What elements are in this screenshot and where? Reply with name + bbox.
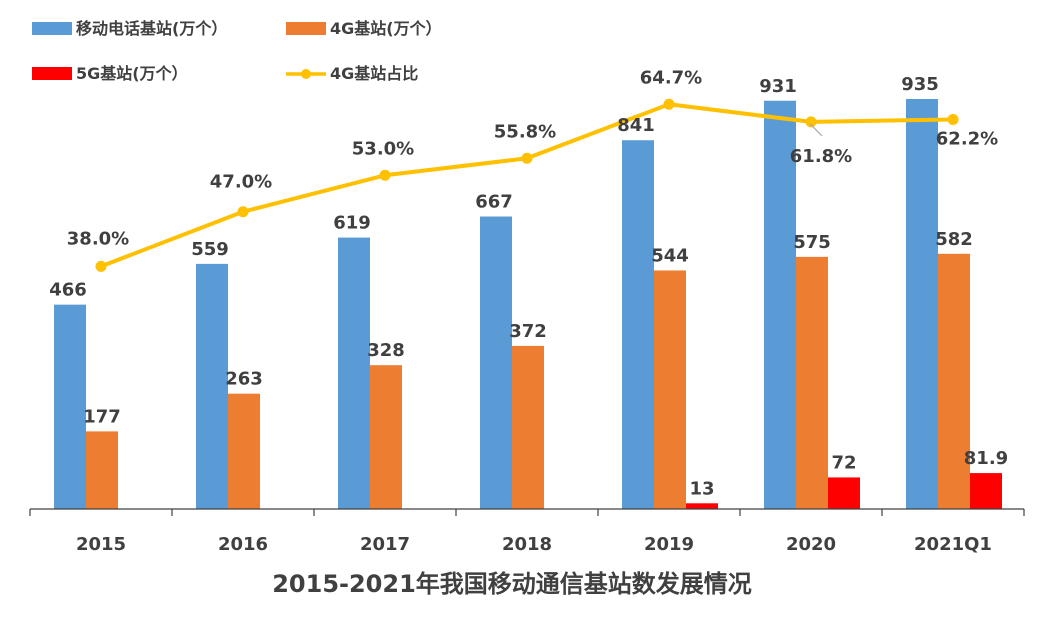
label-4g-2017: 328 xyxy=(367,340,405,361)
bar-4g-2020 xyxy=(796,256,828,509)
point-4g-share-2018 xyxy=(521,152,533,164)
point-4g-share-2016 xyxy=(237,206,249,218)
bar-mobile-2016 xyxy=(196,263,228,509)
label-4g-2016: 263 xyxy=(225,369,263,390)
legend-5g-base-stations: 5G基站(万个） xyxy=(32,64,188,83)
bar-5g-2021q1 xyxy=(970,473,1002,509)
bar-mobile-2019 xyxy=(622,140,654,509)
x-tick-label-2020: 2020 xyxy=(786,534,836,555)
bar-5g-2020 xyxy=(828,477,860,509)
line-layer xyxy=(95,98,959,272)
legend-label: 4G基站占比 xyxy=(330,64,418,83)
label-4g-share-2015: 38.0% xyxy=(67,228,129,249)
label-4g-2021q1: 582 xyxy=(935,229,973,250)
label-mobile-2017: 619 xyxy=(333,213,371,234)
x-tick-label-2016: 2016 xyxy=(218,534,268,555)
legend-mobile-base-stations: 移动电话基站(万个） xyxy=(32,19,227,38)
point-4g-share-2017 xyxy=(379,169,391,181)
label-4g-2019: 544 xyxy=(651,245,689,266)
legend-swatch xyxy=(32,22,72,35)
point-4g-share-2020 xyxy=(805,116,817,128)
label-4g-2018: 372 xyxy=(509,321,547,342)
x-tick-label-2018: 2018 xyxy=(502,534,552,555)
label-mobile-2020: 931 xyxy=(759,76,797,97)
label-mobile-2018: 667 xyxy=(475,192,513,213)
bar-mobile-2017 xyxy=(338,237,370,510)
legend-label: 4G基站(万个） xyxy=(330,19,442,38)
label-mobile-2021q1: 935 xyxy=(901,74,939,95)
legend-swatch-marker xyxy=(301,69,311,79)
label-4g-share-2017: 53.0% xyxy=(352,138,414,159)
label-mobile-2019: 841 xyxy=(617,115,655,136)
label-4g-2015: 177 xyxy=(83,406,121,427)
bar-4g-2021q1 xyxy=(938,253,970,509)
label-4g-share-2018: 55.8% xyxy=(494,121,556,142)
label-4g-share-2021q1: 62.2% xyxy=(936,128,998,149)
legend-4g-base-stations: 4G基站(万个） xyxy=(286,19,442,38)
bars-group xyxy=(54,99,1002,510)
bar-4g-2019 xyxy=(654,270,686,509)
x-axis: 2015 2016 2017 2018 2019 2020 2021Q1 xyxy=(29,508,1025,555)
bar-mobile-2020 xyxy=(764,100,796,509)
bar-4g-2016 xyxy=(228,393,260,509)
label-5g-2019: 13 xyxy=(689,478,714,499)
bar-5g-2019 xyxy=(686,503,718,509)
bar-mobile-2015 xyxy=(54,304,86,509)
data-labels: 466 177 559 263 619 328 667 372 841 544 13 931 575 72… xyxy=(49,67,1008,499)
legend-label: 5G基站(万个） xyxy=(76,64,188,83)
x-tick-label-2015: 2015 xyxy=(76,534,126,555)
x-tick-label-2019: 2019 xyxy=(644,534,694,555)
point-4g-share-2019 xyxy=(663,98,675,110)
label-4g-2020: 575 xyxy=(793,232,831,253)
point-4g-share-2015 xyxy=(95,260,107,272)
label-mobile-2016: 559 xyxy=(191,239,229,260)
x-tick-label-2017: 2017 xyxy=(360,534,410,555)
label-mobile-2015: 466 xyxy=(49,280,87,301)
point-4g-share-2021q1 xyxy=(947,113,959,125)
legend-swatch xyxy=(286,22,326,35)
label-5g-2020: 72 xyxy=(831,452,856,473)
bar-mobile-2018 xyxy=(480,216,512,509)
label-4g-share-2019: 64.7% xyxy=(640,67,702,88)
x-tick-label-2021q1: 2021Q1 xyxy=(914,534,992,555)
legend-label: 移动电话基站(万个） xyxy=(76,19,227,38)
bar-4g-2018 xyxy=(512,345,544,509)
label-4g-share-2020: 61.8% xyxy=(790,146,852,167)
chart-title: 2015-2021年我国移动通信基站数发展情况 xyxy=(272,570,752,598)
legend-4g-share: 4G基站占比 xyxy=(286,64,418,83)
legend-swatch xyxy=(32,67,72,80)
bar-4g-2017 xyxy=(370,365,402,509)
label-4g-share-2016: 47.0% xyxy=(210,172,272,193)
bar-mobile-2021q1 xyxy=(906,99,938,509)
bar-4g-2015 xyxy=(86,431,118,509)
leader-line-2020 xyxy=(809,123,823,137)
label-5g-2021q1: 81.9 xyxy=(964,448,1008,469)
legend: 移动电话基站(万个） 4G基站(万个） 5G基站(万个） 4G基站占比 xyxy=(32,19,442,83)
